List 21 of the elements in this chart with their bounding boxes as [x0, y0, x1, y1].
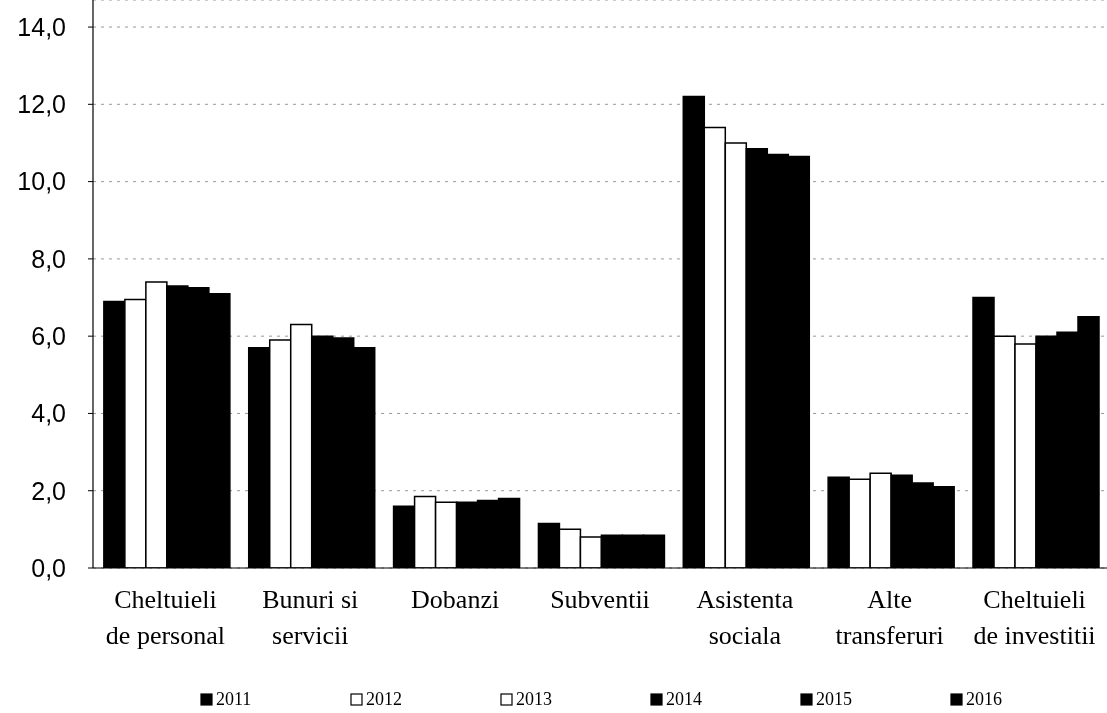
legend-label: 2011 [216, 688, 252, 710]
y-tick-label: 0,0 [31, 553, 66, 582]
x-tick-label: Alte transferuri [835, 585, 944, 650]
x-tick-label: Subventii [550, 585, 650, 614]
x-tick-label: Cheltuieli de investitii [973, 585, 1096, 650]
y-tick-label: 6,0 [31, 322, 66, 351]
y-tick-label: 8,0 [31, 244, 66, 273]
legend-label: 2015 [816, 688, 852, 710]
x-tick-label: Asistenta sociala [696, 585, 794, 650]
legend-label: 2012 [366, 688, 402, 710]
y-tick-label: 10,0 [17, 167, 66, 196]
y-tick-label: 4,0 [31, 399, 66, 428]
y-tick-label: 2,0 [31, 476, 66, 505]
legend-label: 2016 [966, 688, 1002, 710]
x-tick-label: Cheltuieli de personal [105, 585, 225, 650]
legend-label: 2013 [516, 688, 552, 710]
x-tick-label: Bunuri si servicii [262, 585, 359, 650]
legend-label: 2014 [666, 688, 702, 710]
x-tick-label: Dobanzi [411, 585, 500, 614]
y-tick-label: 12,0 [17, 90, 66, 119]
y-tick-label: 14,0 [17, 12, 66, 41]
